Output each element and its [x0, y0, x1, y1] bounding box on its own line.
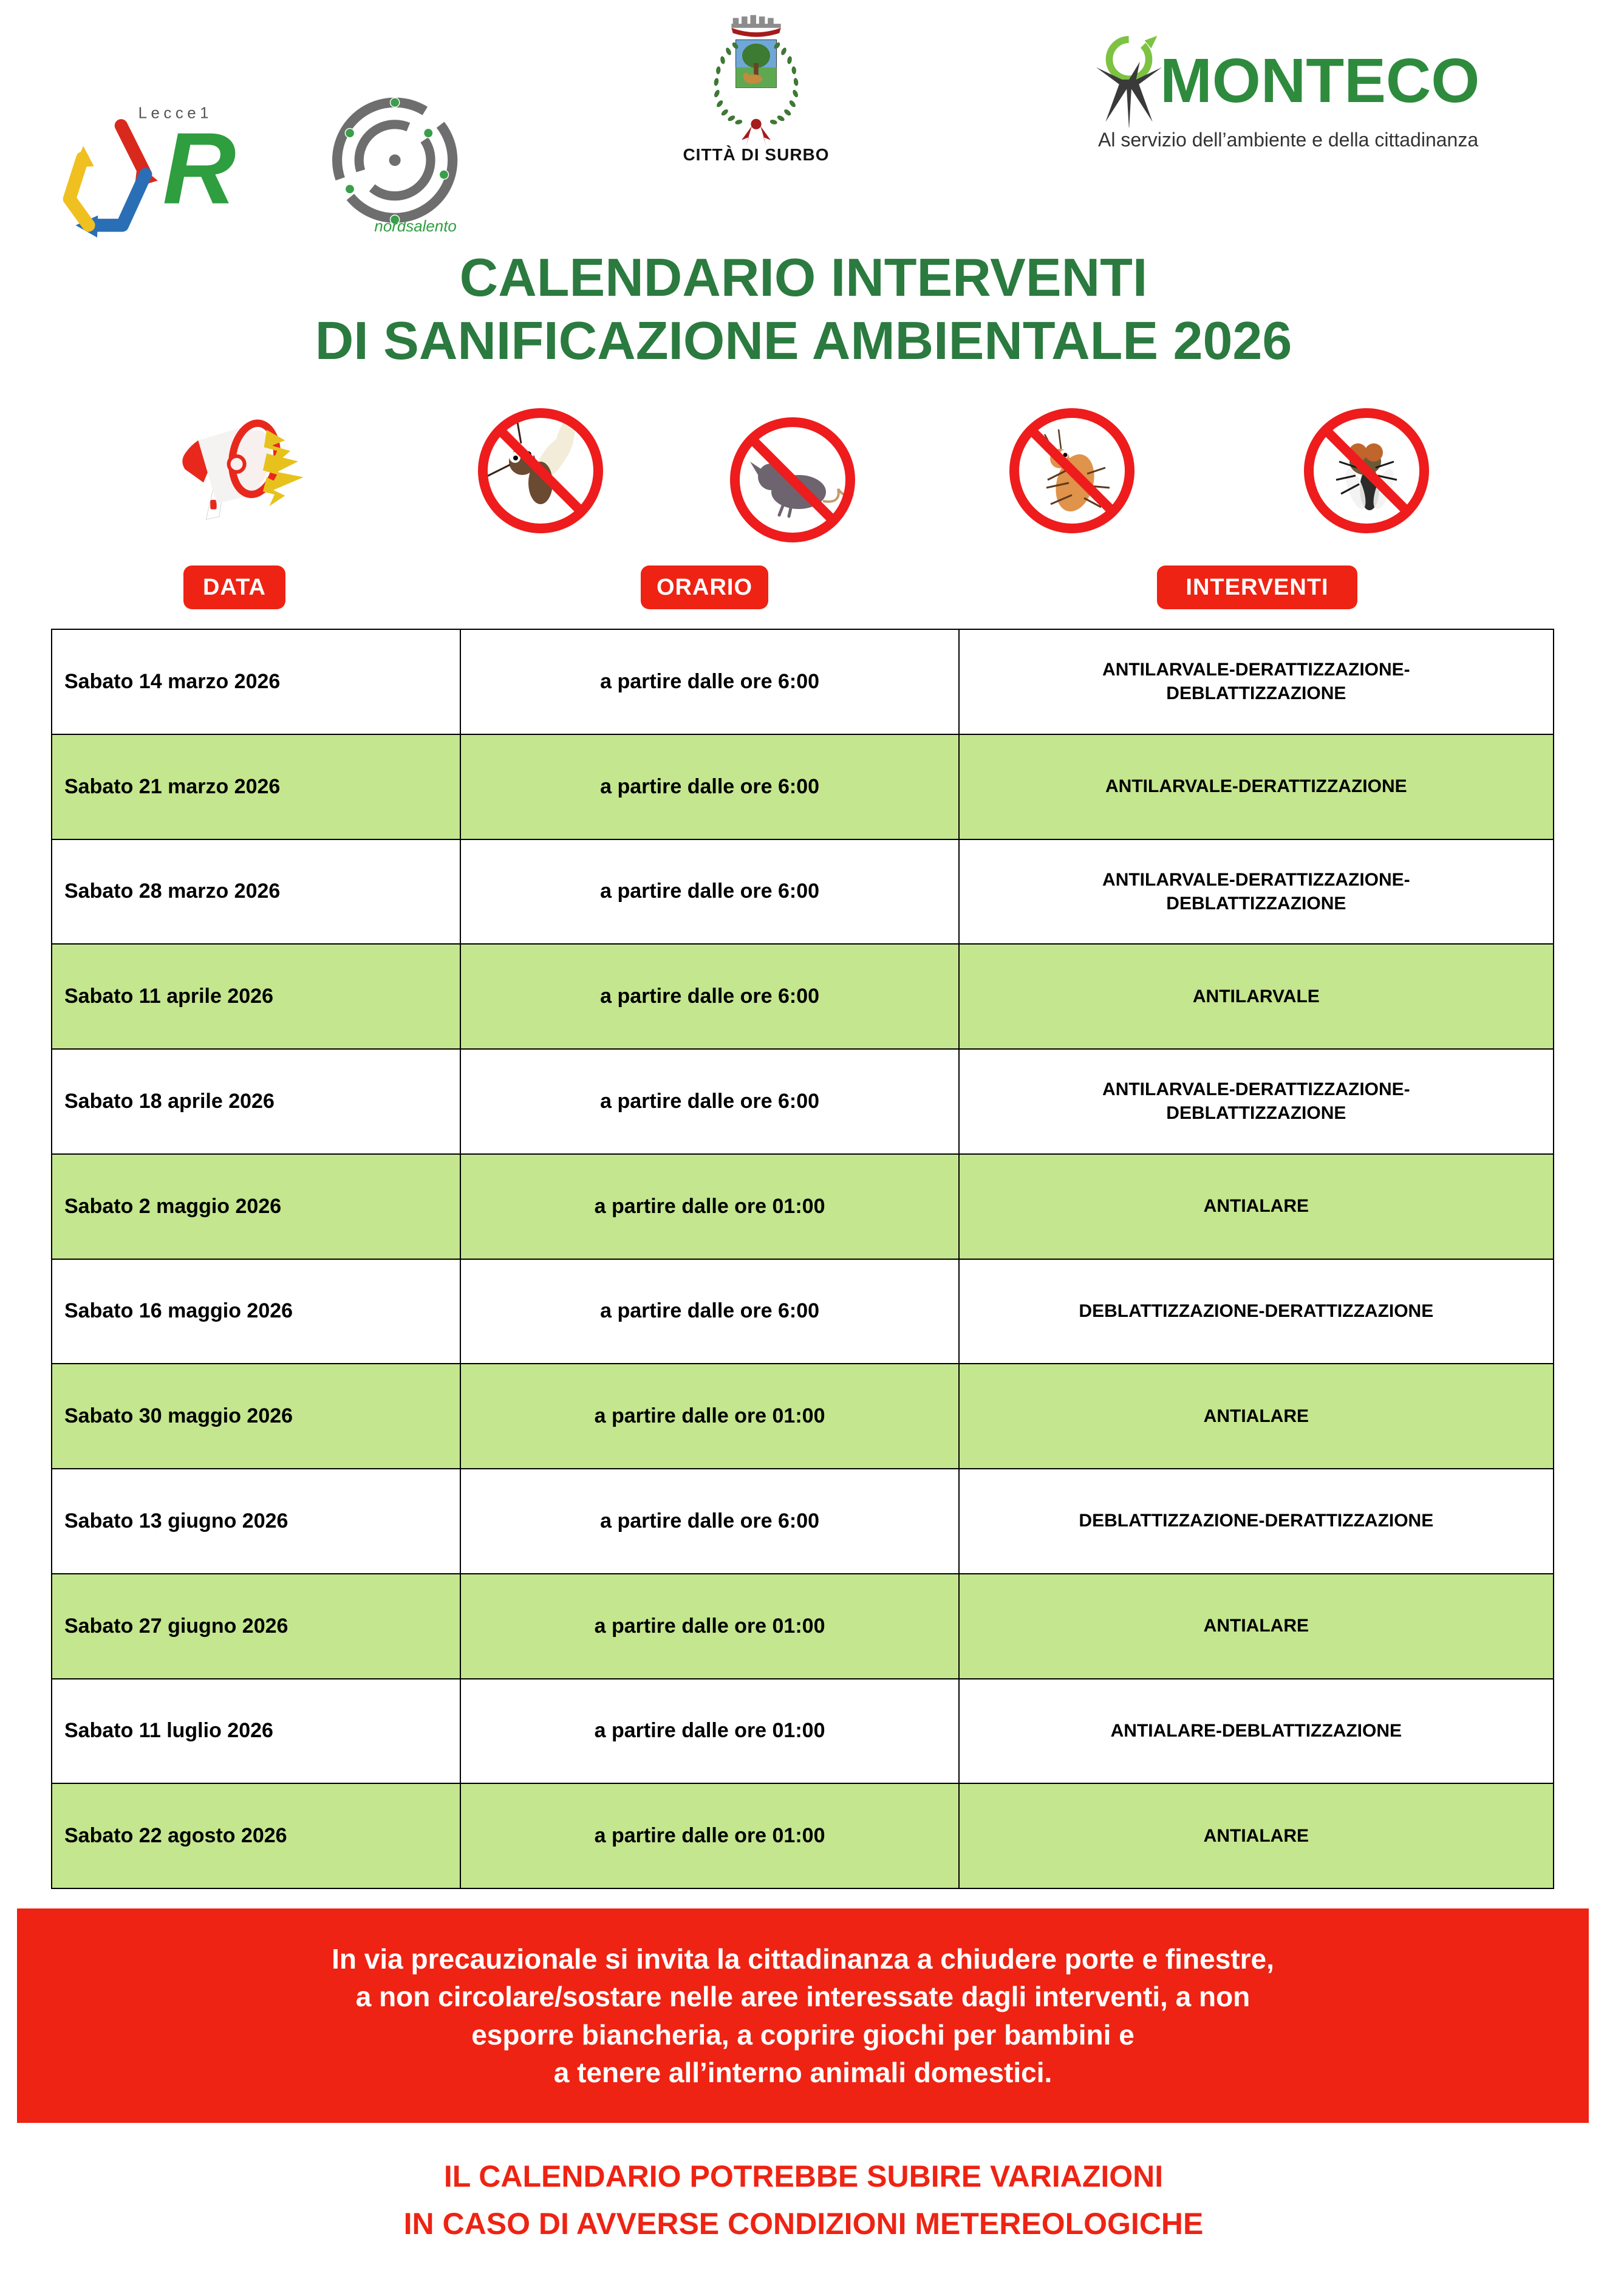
- svg-text:R: R: [163, 112, 236, 225]
- svg-text:nordsalento: nordsalento: [374, 218, 456, 235]
